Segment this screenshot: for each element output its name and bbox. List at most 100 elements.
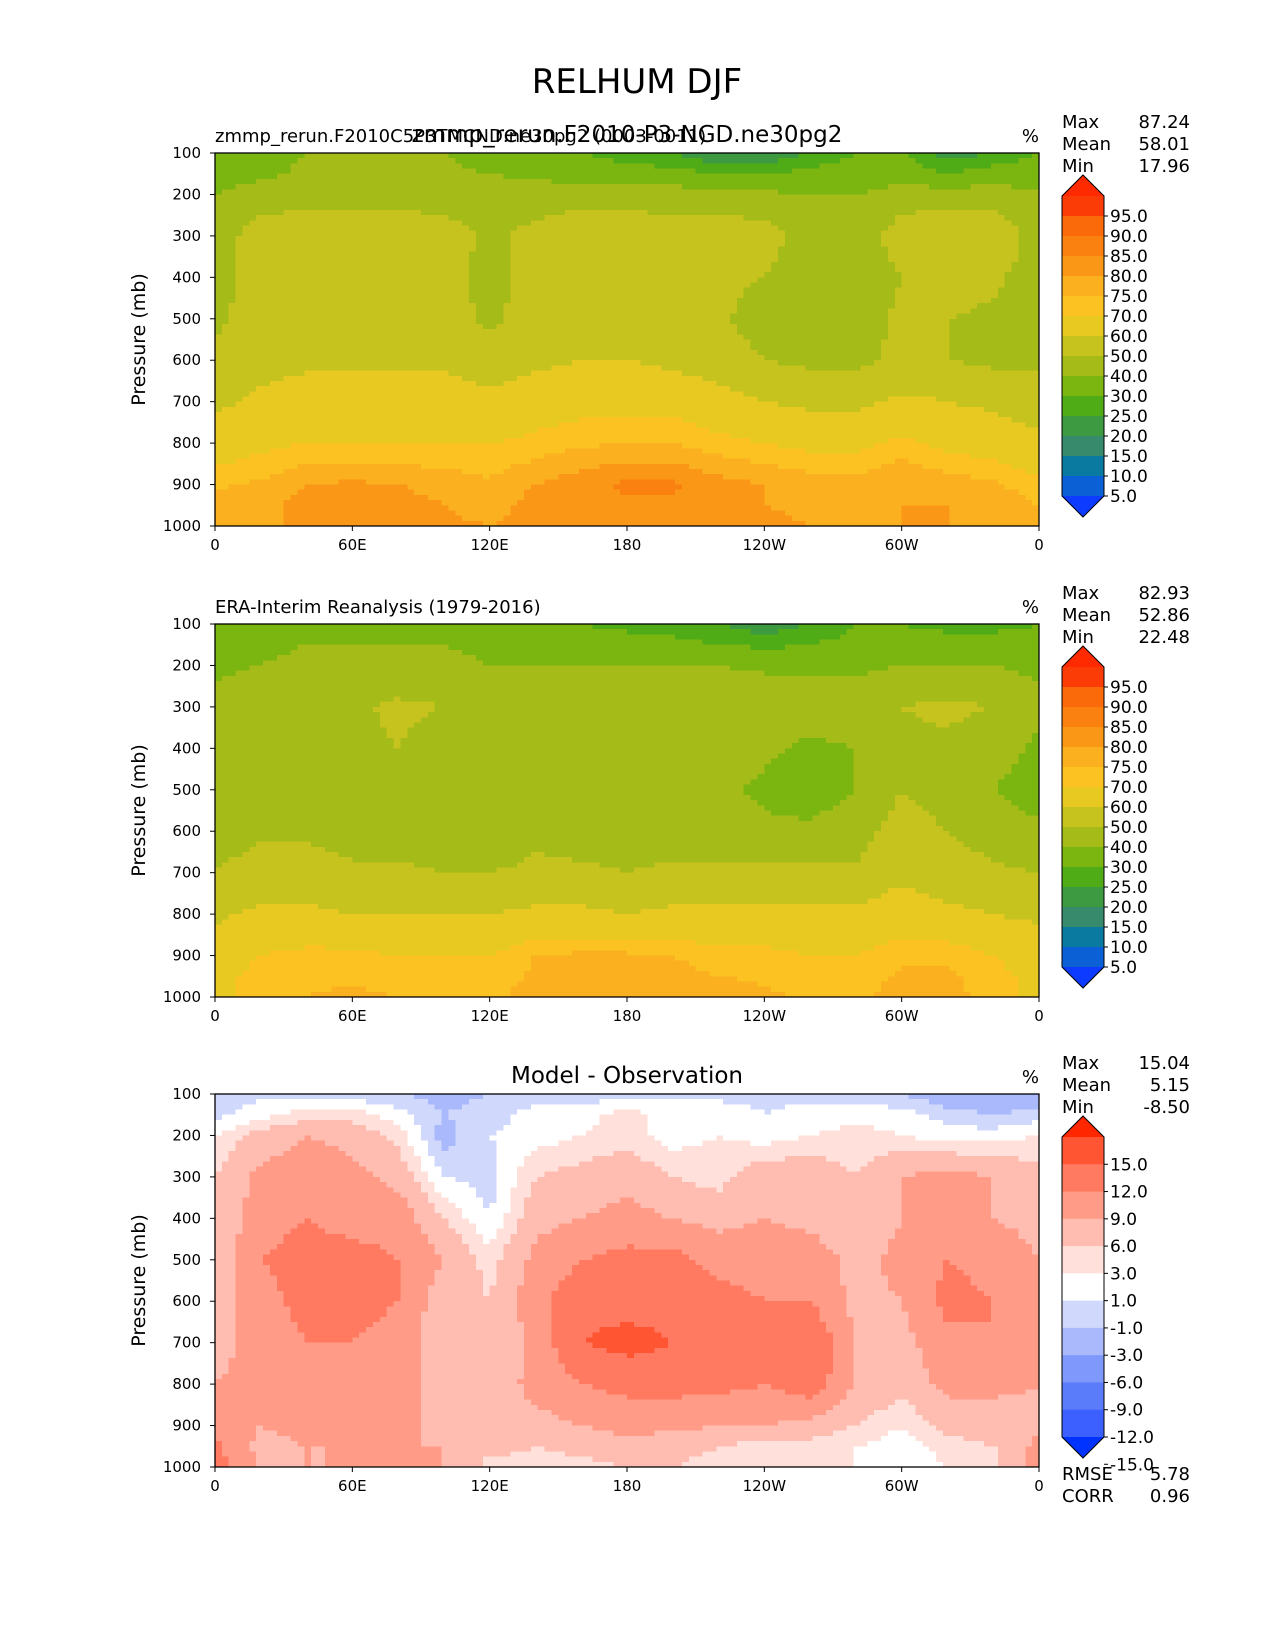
field-cell [764,199,772,206]
field-cell [839,241,848,247]
field-cell [228,189,237,196]
field-cell [366,360,374,366]
field-cell [675,287,683,294]
field-cell [640,308,649,315]
field-cell [784,349,793,356]
field-cell [606,204,614,211]
field-cell [462,158,470,164]
field-cell [846,308,855,315]
field-cell [647,287,656,294]
field-cell [1025,334,1033,341]
field-cell [853,246,862,253]
field-cell [647,153,656,159]
field-cell [352,225,360,232]
field-cell [345,163,353,170]
field-cell [702,168,710,175]
field-cell [661,344,669,351]
field-cell [441,318,450,325]
field-cell [867,189,875,196]
field-cell [640,158,649,164]
field-cell [613,220,621,227]
field-cell [462,344,470,351]
field-cell [599,360,607,366]
field-cell [860,199,868,206]
field-cell [1032,184,1040,190]
field-cell [860,339,868,346]
field-cell [723,349,731,356]
field-cell [874,329,882,335]
field-cell [750,344,759,351]
field-cell [867,261,875,268]
field-cell [647,209,656,216]
field-cell [276,199,285,206]
field-cell [524,168,532,175]
field-cell [908,339,916,346]
field-cell [839,178,848,185]
field-cell [970,318,978,325]
field-cell [730,215,738,221]
field-cell [434,235,443,242]
field-cell [338,334,347,341]
field-cell [812,153,820,159]
field-cell [537,178,546,185]
field-cell [695,334,704,341]
field-cell [469,230,477,237]
field-cell [448,168,456,175]
field-cell [441,261,450,268]
field-cell [482,277,491,284]
field-cell [757,204,765,211]
field-cell [613,349,621,356]
field-cell [510,292,518,299]
field-cell [963,220,971,227]
field-cell [963,153,971,159]
field-cell [503,339,511,346]
field-cell [338,277,347,284]
field-cell [537,272,546,278]
field-cell [462,204,470,211]
field-cell [675,246,683,253]
field-cell [585,287,594,294]
field-cell [372,158,381,164]
field-cell [764,189,772,196]
field-cell [901,225,910,232]
field-cell [537,158,546,164]
field-cell [736,158,745,164]
field-cell [366,334,374,341]
field-cell [434,339,443,346]
field-cell [1032,178,1040,185]
field-cell [963,277,971,284]
field-cell [599,230,607,237]
field-cell [771,168,779,175]
field-cell [379,215,388,221]
field-cell [757,235,765,242]
field-cell [551,241,559,247]
field-cell [970,329,978,335]
field-cell [599,246,607,253]
field-cell [311,344,319,351]
field-cell [853,209,862,216]
field-cell [1025,303,1033,310]
field-cell [990,334,999,341]
field-cell [338,360,347,366]
field-cell [627,308,635,315]
field-cell [304,287,312,294]
field-cell [565,251,573,258]
field-cell [990,189,999,196]
field-cell [276,298,285,304]
field-cell [833,277,841,284]
field-cell [736,329,745,335]
field-cell [475,313,484,320]
field-cell [1025,163,1033,170]
field-cell [730,355,738,361]
field-cell [263,178,271,185]
field-cell [379,282,388,289]
field-cell [599,261,607,268]
field-cell [730,344,738,351]
field-cell [558,246,566,253]
field-cell [366,241,374,247]
field-cell [709,261,717,268]
field-cell [393,225,401,232]
field-cell [716,184,724,190]
field-cell [1011,173,1019,180]
field-cell [496,184,504,190]
